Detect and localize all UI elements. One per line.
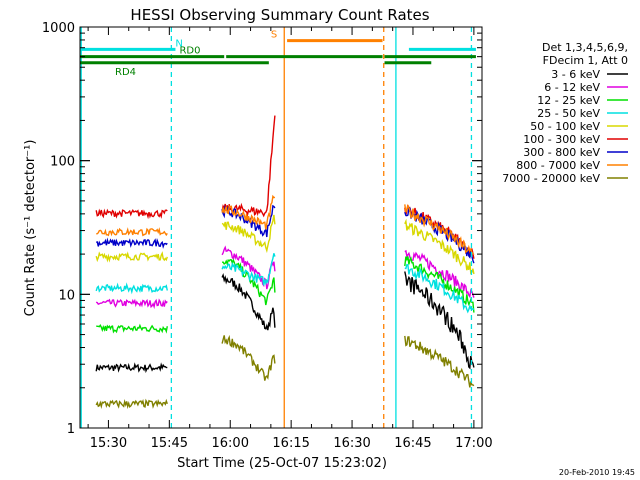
- series-segment: [221, 194, 276, 230]
- flag-label-n: N: [175, 38, 182, 49]
- series-segment: [221, 272, 276, 331]
- x-tick-label: 15:30: [90, 436, 127, 451]
- series-segment: [95, 398, 168, 410]
- series-segment: [404, 271, 475, 370]
- series-segment: [95, 362, 168, 374]
- series-segment: [221, 214, 276, 254]
- series-segment: [96, 237, 168, 249]
- series-segment: [95, 298, 168, 310]
- series-segment: [221, 334, 276, 381]
- plot-frame: [79, 26, 483, 429]
- series-25-50kev: [95, 253, 475, 314]
- legend-label: 6 - 12 keV: [544, 81, 600, 94]
- legend-label: 800 - 7000 keV: [516, 159, 600, 172]
- flag-label-rd0: RD0: [179, 46, 200, 57]
- y-axis-label: Count Rate (s⁻¹ detector⁻¹): [23, 140, 38, 317]
- series-3-6kev: [95, 271, 475, 374]
- legend-label: 25 - 50 keV: [537, 107, 600, 120]
- legend-label: 100 - 300 keV: [523, 133, 600, 146]
- legend-label: 50 - 100 keV: [530, 120, 600, 133]
- legend-header-line-2: FDecim 1, Att 0: [543, 54, 628, 67]
- series-12-25kev: [96, 256, 475, 334]
- series-segment: [95, 208, 168, 220]
- series-segment: [404, 249, 475, 299]
- series-segment: [96, 323, 168, 334]
- series-segment: [404, 263, 475, 314]
- series-800-7000kev: [96, 194, 475, 256]
- legend-label: 7000 - 20000 keV: [502, 172, 600, 185]
- plot-markers: [80, 27, 473, 428]
- series-segment: [95, 251, 168, 263]
- legend-header-line-1: Det 1,3,4,5,6,9,: [542, 41, 628, 54]
- series-segment: [404, 218, 475, 275]
- x-tick-label: 16:00: [212, 436, 249, 451]
- y-tick-label: 100: [50, 155, 75, 170]
- flag-label-rd4: RD4: [115, 67, 136, 78]
- y-tick-label: 1000: [42, 21, 75, 36]
- x-tick-label: 17:00: [455, 436, 492, 451]
- series-100-300kev: [95, 115, 475, 259]
- series-segment: [404, 203, 475, 256]
- x-axis: 15:30 15:45 16:00 16:15 16:30 16:45 17:00: [87, 27, 493, 451]
- x-axis-label: Start Time (25-Oct-07 15:23:02): [177, 456, 387, 471]
- x-tick-label: 15:45: [151, 436, 188, 451]
- flag-label-s: S: [271, 30, 277, 41]
- plot-series: [95, 115, 475, 410]
- x-tick-label: 16:45: [394, 436, 431, 451]
- series-50-100kev: [95, 214, 475, 275]
- series-segment: [221, 115, 276, 218]
- x-tick-label: 16:15: [272, 436, 309, 451]
- y-tick-label: 10: [58, 288, 75, 303]
- series-segment: [404, 335, 475, 388]
- legend: Det 1,3,4,5,6,9, FDecim 1, Att 0 3 - 6 k…: [502, 41, 628, 185]
- y-axis: 1 10 100 1000: [42, 21, 482, 437]
- series-segment: [95, 282, 168, 295]
- legend-label: 300 - 800 keV: [523, 146, 600, 159]
- legend-label: 3 - 6 keV: [551, 68, 600, 81]
- legend-label: 12 - 25 keV: [537, 94, 600, 107]
- series-segment: [404, 205, 475, 259]
- series-segment: [96, 227, 168, 237]
- series-segment: [221, 253, 276, 286]
- x-tick-label: 16:30: [333, 436, 370, 451]
- y-tick-label: 1: [67, 422, 75, 437]
- series-7000-20000kev: [95, 334, 475, 410]
- generated-timestamp: 20-Feb-2010 19:45: [559, 468, 635, 477]
- chart-title: HESSI Observing Summary Count Rates: [130, 6, 429, 24]
- series-segment: [404, 256, 475, 313]
